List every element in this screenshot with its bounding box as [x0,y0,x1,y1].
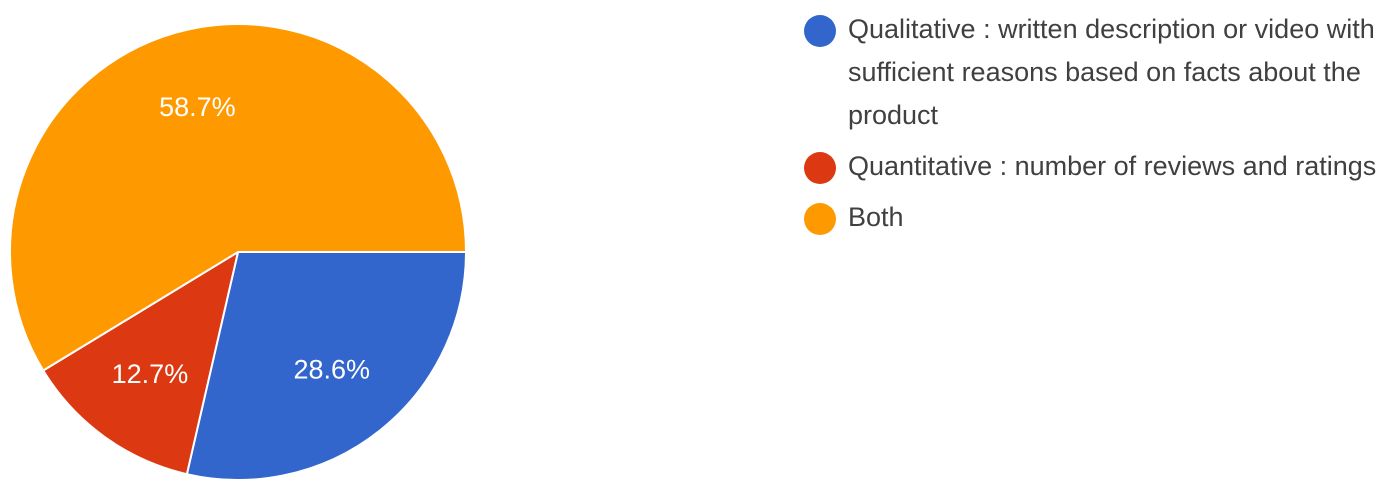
legend-swatch-icon [804,203,836,235]
legend: Qualitative : written description or vid… [804,8,1389,247]
slice-labels-layer: 28.6% 12.7% 58.7% [112,92,370,389]
legend-item-3: Both [804,196,1389,239]
slice-label-2: 12.7% [112,359,189,389]
legend-swatch-icon [804,152,836,184]
legend-item-1: Qualitative : written description or vid… [804,8,1389,137]
slice-label-1: 28.6% [293,355,370,385]
legend-label: Qualitative : written description or vid… [848,14,1375,130]
legend-label: Both [848,202,904,232]
slices-layer [9,23,467,481]
legend-label: Quantitative : number of reviews and rat… [848,151,1377,181]
pie-plot-area: 28.6% 12.7% 58.7% [9,23,467,481]
legend-swatch-icon [804,15,836,47]
legend-item-2: Quantitative : number of reviews and rat… [804,145,1389,188]
slice-label-3: 58.7% [159,92,236,122]
pie-slice-2 [42,251,239,476]
pie-slice-3 [9,23,467,372]
pie-slice-1 [185,251,467,481]
